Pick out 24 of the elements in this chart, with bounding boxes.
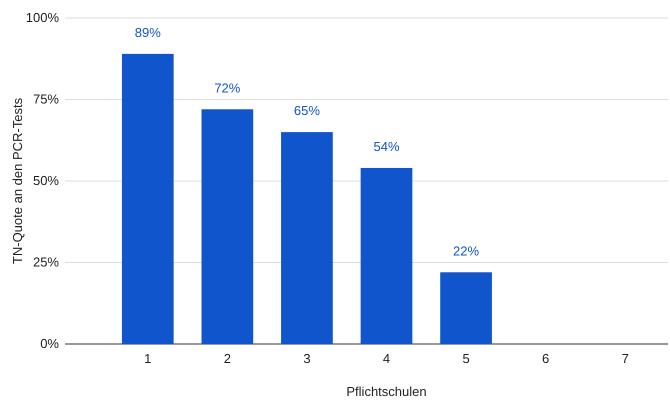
x-axis-title: Pflichtschulen	[346, 384, 427, 399]
x-tick-label: 6	[542, 351, 550, 366]
bar	[281, 132, 333, 344]
y-axis-title: TN-Quote an den PCR-Tests	[10, 97, 25, 264]
data-label: 54%	[373, 138, 400, 154]
data-label: 72%	[214, 80, 241, 96]
x-tick-label: 3	[303, 351, 311, 366]
bar	[122, 54, 174, 344]
y-tick-label: 25%	[32, 254, 60, 270]
bar	[201, 109, 254, 344]
bar	[360, 168, 412, 344]
data-label: 22%	[453, 243, 480, 258]
y-tick-label: 75%	[32, 92, 60, 107]
x-tick-label: 2	[224, 351, 231, 366]
bar	[440, 272, 492, 344]
x-tick-label: 1	[144, 351, 152, 366]
data-label: 89%	[134, 24, 162, 40]
y-tick-label: 50%	[32, 173, 60, 188]
y-tick-label: 100%	[26, 10, 60, 26]
data-label: 65%	[294, 103, 320, 118]
x-tick-label: 7	[622, 351, 629, 366]
y-tick-label: 0%	[40, 336, 60, 352]
x-tick-label: 4	[382, 351, 390, 366]
x-tick-label: 5	[462, 351, 470, 366]
